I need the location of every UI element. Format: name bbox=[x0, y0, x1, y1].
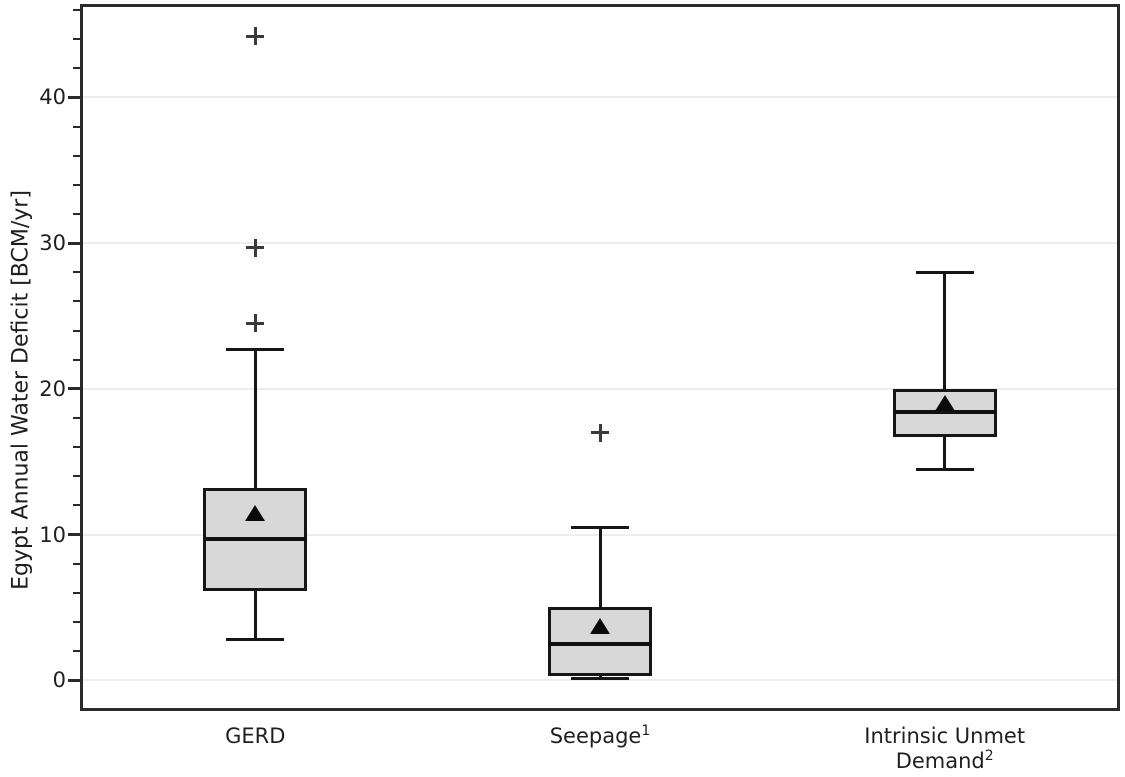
y-minor-tick bbox=[73, 562, 81, 565]
median-line bbox=[203, 536, 308, 541]
y-minor-tick bbox=[73, 475, 81, 478]
y-minor-tick bbox=[73, 504, 81, 507]
y-tick-label: 20 bbox=[39, 376, 66, 401]
outlier-marker bbox=[591, 423, 609, 442]
median-line bbox=[548, 641, 652, 646]
median-line bbox=[892, 410, 997, 415]
outlier-plus-vbar bbox=[253, 314, 257, 333]
y-minor-tick bbox=[73, 591, 81, 594]
y-minor-tick bbox=[73, 212, 81, 215]
y-tick-label: 0 bbox=[52, 668, 66, 693]
y-minor-tick bbox=[73, 8, 81, 11]
y-minor-tick bbox=[73, 271, 81, 274]
gridline bbox=[83, 242, 1117, 245]
x-category-label-line1: Seepage bbox=[549, 724, 642, 748]
x-category-label: Seepage1 bbox=[450, 724, 750, 749]
mean-marker bbox=[590, 618, 610, 635]
y-minor-tick bbox=[73, 329, 81, 332]
y-tick-label: 30 bbox=[39, 231, 66, 256]
y-major-tick bbox=[68, 387, 81, 391]
whisker-line bbox=[943, 272, 947, 469]
x-category-label-line1: GERD bbox=[225, 724, 286, 748]
y-tick-label: 10 bbox=[39, 522, 66, 547]
whisker-cap bbox=[915, 270, 974, 274]
x-category-label-superscript: 2 bbox=[984, 748, 994, 764]
y-minor-tick bbox=[73, 621, 81, 623]
x-category-label: GERD bbox=[105, 724, 405, 749]
y-minor-tick bbox=[73, 154, 81, 157]
outlier-marker bbox=[246, 238, 265, 257]
whisker-cap bbox=[915, 467, 974, 471]
whisker-cap bbox=[571, 677, 629, 681]
whisker-cap bbox=[571, 525, 629, 529]
y-major-tick bbox=[68, 241, 81, 245]
outlier-plus-vbar bbox=[253, 238, 257, 257]
y-minor-tick bbox=[73, 358, 81, 361]
y-minor-tick bbox=[73, 650, 81, 653]
mean-marker bbox=[934, 395, 955, 412]
y-minor-tick bbox=[73, 446, 81, 449]
x-category-label: Intrinsic Unmet Demand2 bbox=[795, 724, 1095, 774]
x-category-label-superscript: 1 bbox=[641, 723, 651, 739]
y-minor-tick bbox=[73, 38, 81, 41]
y-minor-tick bbox=[73, 417, 81, 419]
y-major-tick bbox=[68, 678, 81, 682]
x-category-label-line1: Intrinsic Unmet bbox=[864, 724, 1026, 748]
y-minor-tick bbox=[73, 125, 81, 128]
y-minor-tick bbox=[73, 183, 81, 186]
gridline bbox=[83, 387, 1117, 390]
y-major-tick bbox=[68, 95, 81, 99]
y-tick-label: 40 bbox=[39, 85, 66, 110]
outlier-plus-vbar bbox=[598, 423, 602, 442]
plot-area-frame bbox=[80, 4, 1120, 711]
y-minor-tick bbox=[73, 67, 81, 70]
whisker-cap bbox=[226, 348, 285, 351]
outlier-plus-vbar bbox=[253, 27, 257, 46]
y-minor-tick bbox=[73, 300, 81, 303]
gridline bbox=[83, 96, 1117, 99]
whisker-line bbox=[598, 527, 602, 679]
whisker-cap bbox=[226, 638, 285, 641]
outlier-marker bbox=[246, 314, 265, 333]
x-category-label-line2: Demand bbox=[895, 749, 985, 773]
mean-marker bbox=[245, 504, 266, 521]
outlier-marker bbox=[246, 27, 265, 46]
y-major-tick bbox=[68, 533, 81, 537]
